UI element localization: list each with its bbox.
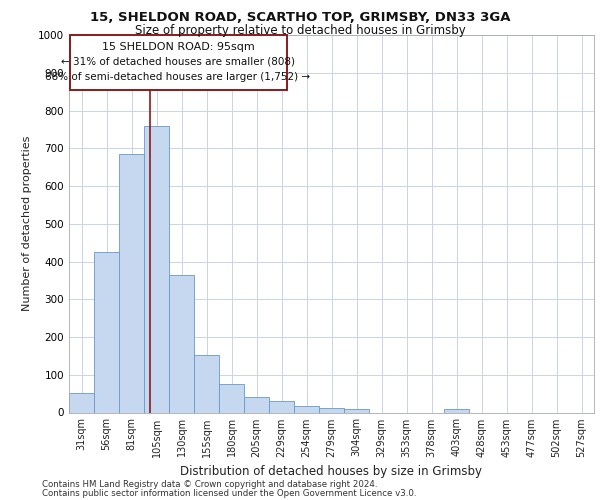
Bar: [294, 406, 319, 412]
Bar: [94, 252, 119, 412]
Bar: [269, 401, 294, 412]
Text: Size of property relative to detached houses in Grimsby: Size of property relative to detached ho…: [134, 24, 466, 37]
Bar: [219, 384, 244, 412]
Bar: [344, 408, 369, 412]
FancyBboxPatch shape: [70, 35, 287, 90]
Bar: [144, 126, 169, 412]
X-axis label: Distribution of detached houses by size in Grimsby: Distribution of detached houses by size …: [181, 465, 482, 478]
Bar: [194, 354, 219, 412]
Text: 68% of semi-detached houses are larger (1,752) →: 68% of semi-detached houses are larger (…: [46, 72, 311, 82]
Y-axis label: Number of detached properties: Number of detached properties: [22, 136, 32, 312]
Bar: [244, 398, 269, 412]
Bar: [69, 393, 94, 412]
Bar: [444, 408, 469, 412]
Bar: [119, 154, 144, 412]
Bar: [169, 274, 194, 412]
Text: ← 31% of detached houses are smaller (808): ← 31% of detached houses are smaller (80…: [61, 56, 295, 66]
Text: Contains public sector information licensed under the Open Government Licence v3: Contains public sector information licen…: [42, 489, 416, 498]
Text: 15, SHELDON ROAD, SCARTHO TOP, GRIMSBY, DN33 3GA: 15, SHELDON ROAD, SCARTHO TOP, GRIMSBY, …: [90, 11, 510, 24]
Text: 15 SHELDON ROAD: 95sqm: 15 SHELDON ROAD: 95sqm: [101, 42, 254, 51]
Text: Contains HM Land Registry data © Crown copyright and database right 2024.: Contains HM Land Registry data © Crown c…: [42, 480, 377, 489]
Bar: [319, 408, 344, 412]
